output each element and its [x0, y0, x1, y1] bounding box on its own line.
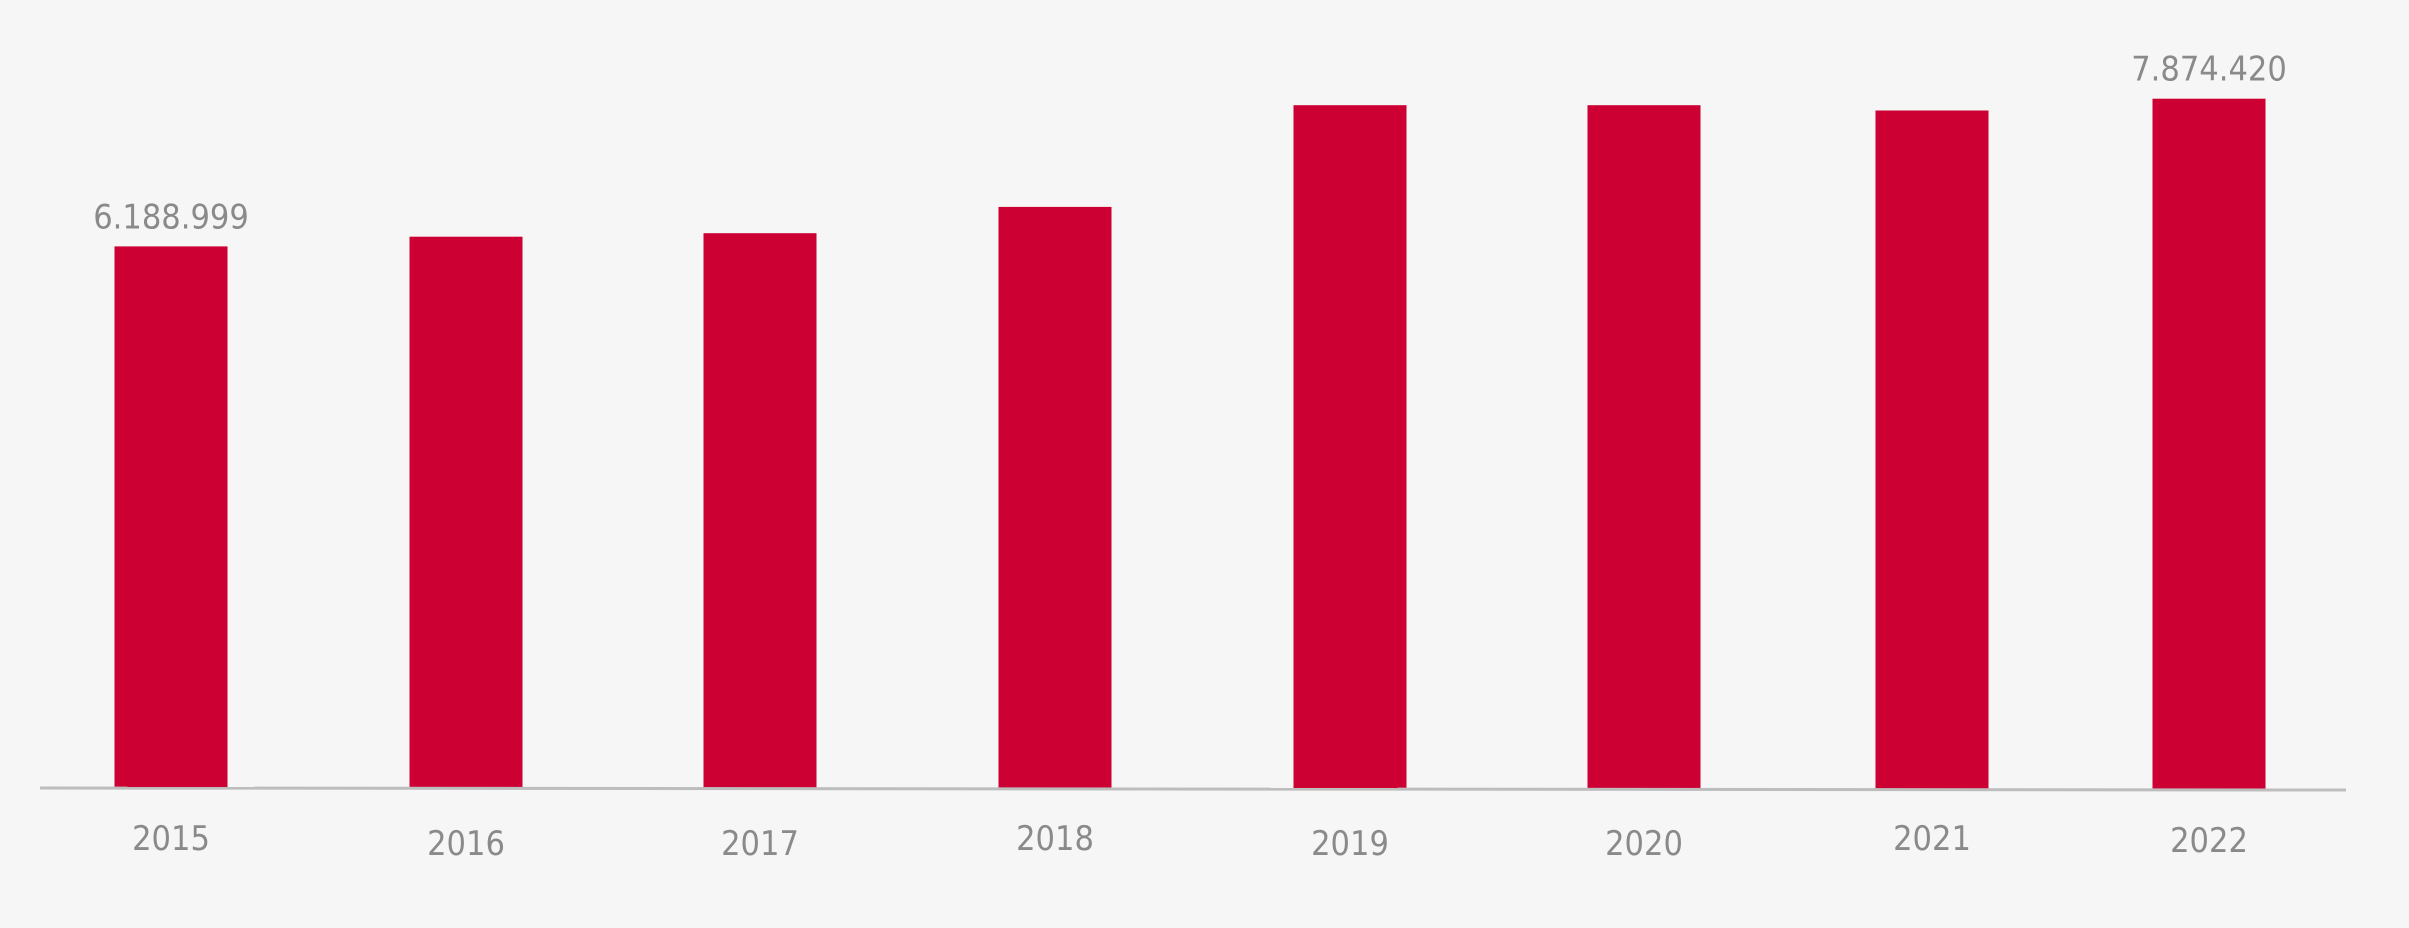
data-label-2022: 7.874.420 — [2131, 50, 2287, 90]
x-tick-label-2021: 2021 — [1893, 819, 1971, 859]
data-labels: 6.188.999 7.874.420 — [93, 50, 2287, 238]
x-tick-label-2020: 2020 — [1605, 824, 1683, 864]
bar-2021 — [1875, 110, 1989, 789]
bar-2018 — [998, 206, 1112, 789]
x-tick-label-2022: 2022 — [2170, 821, 2248, 861]
bar-2019 — [1293, 105, 1407, 789]
x-tick-label-2015: 2015 — [132, 819, 210, 859]
data-label-2015: 6.188.999 — [93, 197, 249, 237]
bar-2016 — [409, 236, 523, 789]
x-tick-label-2016: 2016 — [427, 824, 505, 864]
x-tick-labels: 2015 2016 2017 2018 2019 2020 2021 2022 — [132, 819, 2248, 864]
x-tick-label-2017: 2017 — [721, 824, 799, 864]
x-tick-label-2019: 2019 — [1311, 824, 1389, 864]
bar-2020 — [1587, 105, 1701, 789]
bar-2017 — [703, 233, 817, 789]
bar-2022 — [2152, 98, 2266, 789]
bar-2015 — [114, 246, 228, 789]
x-tick-label-2018: 2018 — [1016, 819, 1094, 859]
x-axis-line — [39, 786, 2347, 792]
bars-group — [114, 98, 2266, 789]
